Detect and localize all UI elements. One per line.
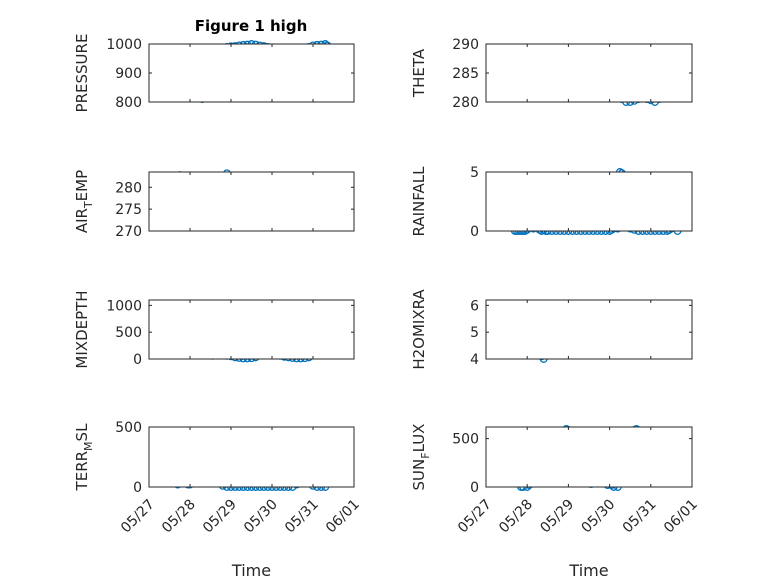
y-axis-label-rest: EMP — [73, 170, 91, 201]
x-tick-label: 06/01 — [323, 497, 363, 537]
panel-pressure: 800 900 1000 PRESSURE — [73, 34, 355, 113]
x-tick-label: 05/27 — [118, 497, 158, 537]
axes-frame — [485, 171, 693, 232]
x-tick-label: 05/28 — [159, 497, 199, 537]
y-axis-label-base: H2OMIXRA — [410, 289, 428, 370]
axes-frame — [485, 43, 693, 103]
y-tick-label: 0 — [133, 480, 142, 496]
panel-mixdepth: 0 500 1000 MIXDEPTH — [73, 290, 355, 369]
y-axis-label-rest: LUX — [410, 424, 428, 453]
x-tick-label: 05/29 — [200, 497, 240, 537]
panel-h2omixra: 4 5 6 H2OMIXRA — [410, 289, 693, 370]
y-tick-label: 280 — [115, 180, 142, 196]
y-tick-label: 1000 — [106, 298, 142, 314]
x-tick-label: 05/31 — [620, 497, 660, 537]
axes-frame — [485, 299, 693, 360]
panel-rainfall: 0 5 RAINFALL — [410, 165, 693, 240]
x-tick-label: 05/30 — [241, 497, 281, 537]
x-tick-label: 05/30 — [579, 497, 619, 537]
panels-group: 800 900 1000 PRESSURE 280 285 290 THETA 270 275 28… — [73, 34, 701, 580]
x-tick-label: 05/28 — [496, 497, 536, 537]
y-axis-label: AIRTEMP — [73, 170, 95, 233]
y-tick-label: 900 — [115, 66, 142, 82]
y-tick-label: 500 — [115, 420, 142, 436]
y-tick-label: 0 — [470, 224, 479, 240]
panel-terr_msl: 0 500 TERRMSL 05/27 05/28 05/29 05/30 05/31 06/0… — [73, 420, 363, 580]
axes-frame — [485, 426, 693, 488]
x-axis-label: Time — [568, 561, 608, 580]
panel-sun_flux: 0 500 SUNFLUX 05/27 05/28 05/29 05/30 05/31 06/0… — [410, 424, 701, 580]
y-axis-label: SUNFLUX — [410, 424, 432, 491]
x-axis-label: Time — [231, 561, 271, 580]
y-axis-label-subscript: F — [419, 452, 432, 458]
y-tick-label: 6 — [470, 298, 479, 314]
x-tick-label: 05/31 — [282, 497, 322, 537]
y-tick-label: 500 — [452, 432, 479, 448]
x-tick-label: 05/27 — [455, 497, 495, 537]
y-axis-label-subscript: T — [82, 201, 95, 209]
y-tick-label: 0 — [133, 352, 142, 368]
y-axis-label-subscript: M — [82, 441, 95, 451]
y-axis-label-base: TERR — [73, 451, 91, 492]
y-axis-label-base: SUN — [410, 459, 428, 491]
y-tick-label: 275 — [115, 202, 142, 218]
y-axis-label-rest: SL — [73, 423, 91, 442]
axes-frame — [148, 171, 355, 232]
y-axis-label: RAINFALL — [410, 166, 428, 237]
y-axis-label: THETA — [410, 48, 428, 98]
y-axis-label: H2OMIXRA — [410, 289, 428, 370]
panel-air_temp: 270 275 280 AIRTEMP — [73, 169, 355, 240]
y-axis-label-base: RAINFALL — [410, 166, 428, 237]
y-tick-label: 4 — [470, 352, 479, 368]
axes-frame — [148, 43, 355, 103]
y-axis-label-base: AIR — [73, 208, 91, 233]
y-axis-label: MIXDEPTH — [73, 290, 91, 368]
y-tick-label: 800 — [115, 95, 142, 111]
x-tick-label: 05/29 — [537, 497, 577, 537]
y-axis-label-base: PRESSURE — [73, 34, 91, 113]
y-tick-label: 270 — [115, 224, 142, 240]
y-axis-label-base: MIXDEPTH — [73, 290, 91, 368]
y-tick-label: 290 — [452, 37, 479, 53]
y-tick-label: 1000 — [106, 37, 142, 53]
y-axis-label-base: THETA — [410, 48, 428, 98]
panel-theta: 280 285 290 THETA — [410, 37, 693, 111]
y-tick-label: 500 — [115, 325, 142, 341]
y-tick-label: 5 — [470, 325, 479, 341]
y-tick-label: 0 — [470, 480, 479, 496]
y-axis-label: PRESSURE — [73, 34, 91, 113]
axes-frame — [148, 426, 355, 488]
y-tick-label: 285 — [452, 66, 479, 82]
y-tick-label: 280 — [452, 95, 479, 111]
y-tick-label: 5 — [470, 165, 479, 181]
axes-frame — [148, 299, 355, 360]
x-tick-label: 06/01 — [661, 497, 701, 537]
figure-title: Figure 1 high — [195, 17, 308, 35]
y-axis-label: TERRMSL — [73, 423, 95, 492]
